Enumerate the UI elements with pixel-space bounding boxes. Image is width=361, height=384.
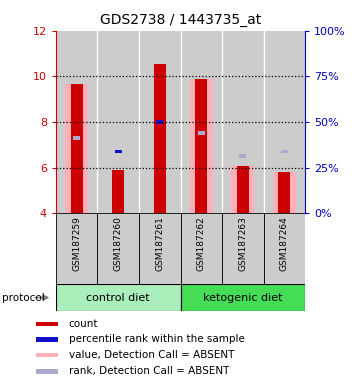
Bar xyxy=(237,166,249,213)
Bar xyxy=(56,213,97,284)
Bar xyxy=(180,284,305,311)
Bar xyxy=(139,31,180,213)
Bar xyxy=(115,150,122,153)
Bar xyxy=(139,213,180,284)
Bar xyxy=(198,131,205,135)
Text: GSM187261: GSM187261 xyxy=(155,216,164,271)
Bar xyxy=(198,131,205,135)
Bar xyxy=(195,79,207,213)
Text: protocol: protocol xyxy=(2,293,44,303)
Bar xyxy=(278,172,290,213)
Bar xyxy=(65,84,88,213)
Text: GSM187264: GSM187264 xyxy=(280,216,289,271)
Bar xyxy=(180,31,222,213)
Text: GSM187260: GSM187260 xyxy=(114,216,123,271)
Bar xyxy=(73,136,80,140)
Bar xyxy=(264,213,305,284)
Bar xyxy=(36,322,58,326)
Bar xyxy=(97,31,139,213)
Bar xyxy=(190,79,213,213)
Text: count: count xyxy=(69,319,98,329)
Text: control diet: control diet xyxy=(86,293,150,303)
Bar xyxy=(180,213,222,284)
Bar xyxy=(73,136,80,140)
Bar xyxy=(273,172,296,213)
Bar xyxy=(222,31,264,213)
Bar xyxy=(281,150,288,153)
Bar xyxy=(156,120,163,124)
Bar xyxy=(36,353,58,357)
Bar xyxy=(154,65,166,213)
Bar xyxy=(71,84,83,213)
Text: rank, Detection Call = ABSENT: rank, Detection Call = ABSENT xyxy=(69,366,229,376)
Text: GSM187262: GSM187262 xyxy=(197,216,206,271)
Bar xyxy=(36,337,58,342)
Bar xyxy=(239,154,246,158)
Text: GDS2738 / 1443735_at: GDS2738 / 1443735_at xyxy=(100,13,261,27)
Text: value, Detection Call = ABSENT: value, Detection Call = ABSENT xyxy=(69,350,234,360)
Bar xyxy=(56,284,180,311)
Text: percentile rank within the sample: percentile rank within the sample xyxy=(69,334,244,344)
Bar xyxy=(97,213,139,284)
Text: GSM187259: GSM187259 xyxy=(72,216,81,271)
Bar xyxy=(112,170,124,213)
Bar xyxy=(264,31,305,213)
Bar xyxy=(36,369,58,374)
Bar xyxy=(56,31,97,213)
Text: ketogenic diet: ketogenic diet xyxy=(203,293,283,303)
Bar xyxy=(222,213,264,284)
Text: GSM187263: GSM187263 xyxy=(238,216,247,271)
Bar xyxy=(231,166,254,213)
